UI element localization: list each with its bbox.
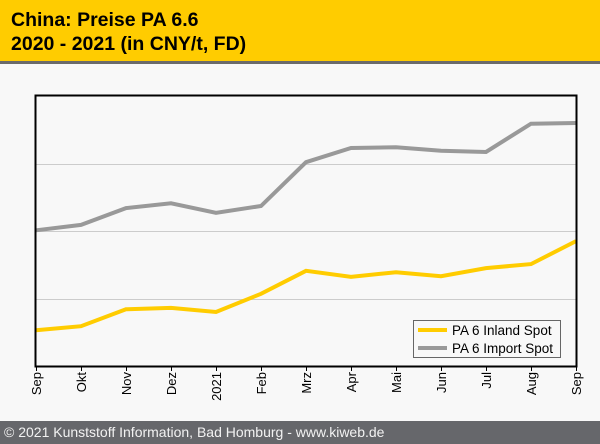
- copyright-footer: © 2021 Kunststoff Information, Bad Hombu…: [0, 421, 600, 444]
- x-tick-label: Apr: [344, 371, 359, 392]
- legend-item-inland: PA 6 Inland Spot: [418, 322, 552, 340]
- x-tick-label: Aug: [524, 372, 539, 395]
- chart-title-line-1: China: Preise PA 6.6: [11, 9, 199, 31]
- x-tick-label: Nov: [119, 372, 134, 396]
- legend-swatch-inland: [418, 328, 447, 333]
- x-tick-label: Okt: [74, 372, 89, 393]
- chart-header: China: Preise PA 6.6 2020 - 2021 (in CNY…: [0, 0, 600, 64]
- chart-legend: PA 6 Inland Spot PA 6 Import Spot: [413, 320, 561, 358]
- x-tick-label: Sep: [569, 372, 584, 395]
- x-tick-label: Dez: [164, 372, 179, 395]
- x-tick-label: 2021: [209, 372, 224, 401]
- series-line-import: [35, 121, 577, 233]
- legend-label-inland: PA 6 Inland Spot: [452, 323, 552, 338]
- x-tick-label: Jul: [479, 372, 494, 389]
- legend-label-import: PA 6 Import Spot: [452, 341, 554, 356]
- chart-title-line-2: 2020 - 2021 (in CNY/t, FD): [11, 33, 247, 55]
- x-tick-label: Jun: [434, 372, 449, 393]
- x-tick-label: Sep: [29, 372, 44, 395]
- x-tick-label: Mrz: [299, 372, 314, 394]
- legend-swatch-import: [418, 346, 447, 351]
- legend-item-import: PA 6 Import Spot: [418, 340, 553, 358]
- x-tick-label: Feb: [254, 372, 269, 394]
- x-tick-label: Mai: [389, 372, 404, 393]
- chart-title: China: Preise PA 6.6 2020 - 2021 (in CNY…: [11, 8, 246, 56]
